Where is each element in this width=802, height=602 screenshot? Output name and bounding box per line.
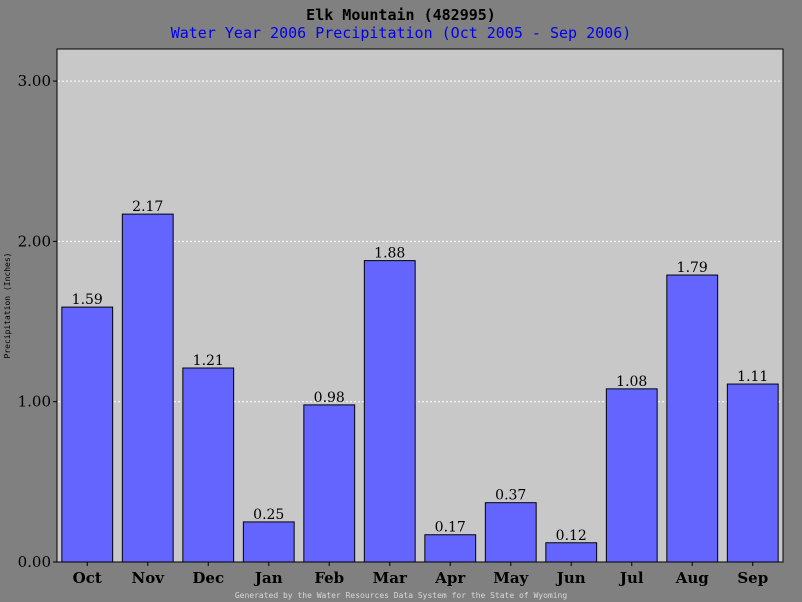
bar-jun <box>545 542 598 563</box>
plot-area <box>56 48 784 563</box>
bar-feb <box>303 404 356 563</box>
x-tick-label: Apr <box>434 569 466 587</box>
footer-credit: Generated by the Water Resources Data Sy… <box>235 591 568 600</box>
data-label: 0.98 <box>314 390 345 406</box>
bar-nov <box>121 213 174 563</box>
y-tick-label: 0.00 <box>18 553 51 571</box>
bars-layer <box>61 213 779 563</box>
bar-mar <box>363 260 416 563</box>
data-label: 1.88 <box>374 246 405 262</box>
y-tick-label: 1.00 <box>18 393 51 411</box>
axes-layer: 0.00 1.00 2.00 3.00 Oct Nov Dec Jan Feb Mar Apr May… <box>18 72 769 587</box>
x-tick-label: Oct <box>73 569 102 587</box>
grid-layer <box>58 80 782 403</box>
bar-oct <box>61 306 114 563</box>
x-tick-label: Feb <box>314 569 344 587</box>
data-label: 0.37 <box>495 488 526 504</box>
data-label: 0.17 <box>435 520 466 536</box>
x-tick-label: Jan <box>253 569 283 587</box>
data-label: 0.25 <box>253 507 284 523</box>
x-tick-label: Aug <box>675 569 710 587</box>
x-tick-label: Jun <box>555 569 586 587</box>
data-label: 1.21 <box>193 353 224 369</box>
bar-aug <box>666 274 719 563</box>
data-label: 1.59 <box>72 292 103 308</box>
chart-title: Elk Mountain (482995) <box>306 6 496 24</box>
data-label: 0.12 <box>556 528 587 544</box>
data-label: 2.17 <box>132 199 163 215</box>
x-tick-label: May <box>493 569 529 587</box>
x-tick-label: Nov <box>132 569 166 587</box>
bar-dec <box>182 367 235 563</box>
x-tick-label: Jul <box>618 569 644 587</box>
data-label: 1.11 <box>737 369 768 385</box>
x-tick-label: Dec <box>192 569 224 587</box>
bar-may <box>484 502 537 563</box>
bar-jul <box>605 388 658 563</box>
bar-sep <box>726 383 779 563</box>
bar-jan <box>242 521 295 563</box>
y-tick-label: 2.00 <box>18 232 51 250</box>
x-tick-label: Sep <box>737 569 768 587</box>
data-label: 1.08 <box>616 374 647 390</box>
chart-subtitle: Water Year 2006 Precipitation (Oct 2005 … <box>171 24 632 42</box>
y-axis-label: Precipitation (Inches) <box>3 253 12 359</box>
data-labels-layer: 1.59 2.17 1.21 0.25 0.98 1.88 0.17 0.37 0.12 1.08… <box>72 199 769 544</box>
bar-apr <box>424 534 477 563</box>
data-label: 1.79 <box>677 260 708 276</box>
y-tick-label: 3.00 <box>18 72 51 90</box>
x-tick-label: Mar <box>373 569 408 587</box>
